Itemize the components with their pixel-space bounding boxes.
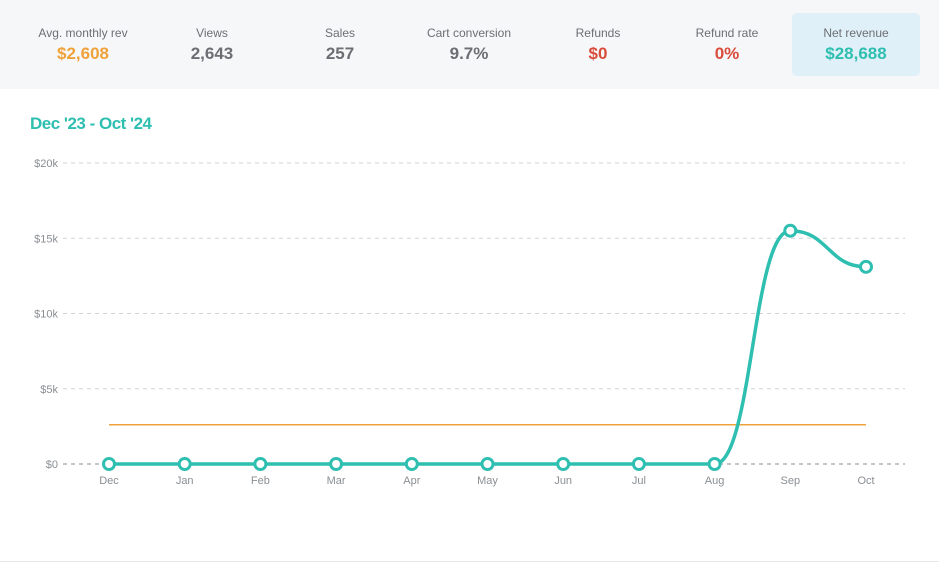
- data-point: [177, 457, 192, 471]
- data-point: [404, 457, 419, 471]
- stat-avg-monthly-rev[interactable]: Avg. monthly rev $2,608: [19, 13, 147, 76]
- stat-label: Refund rate: [695, 26, 759, 40]
- x-tick-label: Mar: [327, 475, 346, 487]
- x-tick-label: Feb: [251, 475, 270, 487]
- stat-label: Refunds: [575, 26, 621, 40]
- divider: [0, 561, 939, 562]
- stat-label: Net revenue: [823, 26, 889, 40]
- data-point: [253, 457, 268, 471]
- x-tick-label: Dec: [99, 475, 119, 487]
- stat-refund-rate[interactable]: Refund rate 0%: [663, 13, 791, 76]
- data-point: [480, 457, 495, 471]
- y-tick-label: $20k: [34, 158, 58, 170]
- y-tick-label: $10k: [34, 309, 58, 321]
- x-tick-label: Jul: [632, 475, 646, 487]
- x-tick-label: Aug: [705, 475, 725, 487]
- stat-value: 9.7%: [449, 44, 489, 63]
- stat-value: $28,688: [825, 44, 887, 63]
- series-line: [107, 228, 868, 466]
- stat-views[interactable]: Views 2,643: [148, 13, 276, 76]
- data-point: [859, 259, 873, 274]
- x-tick-label: Jun: [554, 475, 572, 487]
- chart-title: Dec '23 - Oct '24: [30, 114, 152, 133]
- stat-label: Avg. monthly rev: [38, 26, 128, 40]
- x-tick-label: Apr: [403, 475, 420, 487]
- stat-label: Views: [196, 26, 228, 40]
- data-point: [707, 457, 722, 471]
- y-tick-label: $0: [46, 459, 58, 471]
- x-tick-label: Sep: [781, 475, 801, 487]
- y-tick-label: $5k: [40, 384, 58, 396]
- data-point: [783, 223, 798, 238]
- x-tick-label: Oct: [857, 475, 874, 487]
- x-tick-label: Jan: [176, 475, 194, 487]
- stat-refunds[interactable]: Refunds $0: [534, 13, 662, 76]
- data-point: [329, 457, 344, 471]
- data-point: [631, 457, 646, 471]
- stat-net-revenue[interactable]: Net revenue $28,688: [792, 13, 920, 76]
- stat-value: 0%: [714, 44, 740, 63]
- stats-bar: Avg. monthly rev $2,608 Views 2,643 Sale…: [0, 0, 939, 89]
- y-tick-label: $15k: [34, 233, 58, 245]
- stat-value: $0: [588, 44, 608, 63]
- stat-sales[interactable]: Sales 257: [276, 13, 404, 76]
- stat-label: Sales: [324, 26, 356, 40]
- data-point: [556, 457, 571, 471]
- x-tick-label: May: [477, 475, 498, 487]
- stat-label: Cart conversion: [426, 26, 512, 40]
- stat-value: 2,643: [190, 44, 234, 63]
- data-point: [102, 457, 116, 471]
- stat-value: $2,608: [57, 44, 109, 63]
- stat-cart-conversion[interactable]: Cart conversion 9.7%: [405, 13, 533, 76]
- stat-value: 257: [325, 44, 355, 63]
